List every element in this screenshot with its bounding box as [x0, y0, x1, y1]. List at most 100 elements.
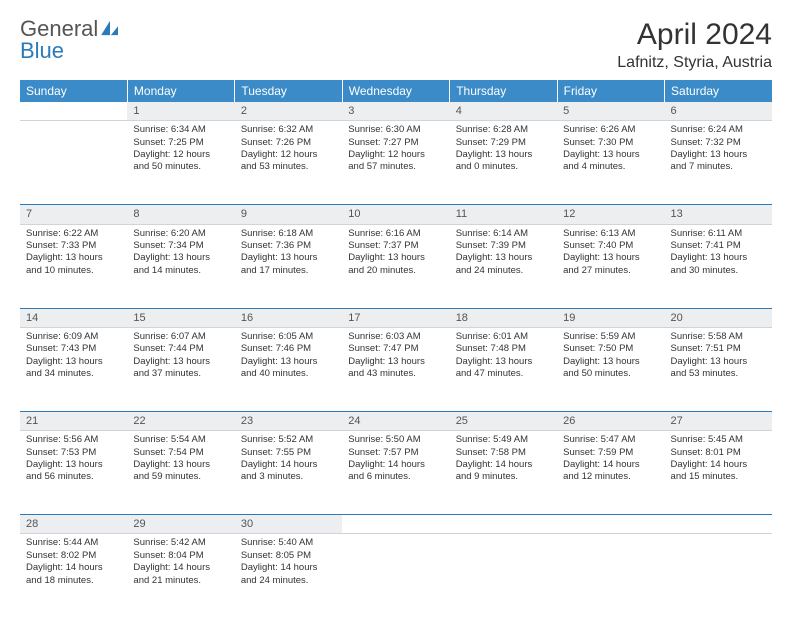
day-cell: Sunrise: 5:49 AMSunset: 7:58 PMDaylight:… — [450, 431, 557, 515]
calendar-table: Sunday Monday Tuesday Wednesday Thursday… — [20, 80, 772, 618]
day-daylight1: Daylight: 13 hours — [671, 149, 766, 161]
week-number-row: 78910111213 — [20, 205, 772, 224]
day-sunrise: Sunrise: 6:32 AM — [241, 124, 336, 136]
day-sunrise: Sunrise: 5:42 AM — [133, 537, 228, 549]
day-cell: Sunrise: 5:54 AMSunset: 7:54 PMDaylight:… — [127, 431, 234, 515]
day-sunrise: Sunrise: 6:01 AM — [456, 331, 551, 343]
day-daylight1: Daylight: 14 hours — [133, 562, 228, 574]
weekday-header: Sunday — [20, 80, 127, 102]
day-number: 30 — [235, 515, 342, 534]
day-cell: Sunrise: 5:58 AMSunset: 7:51 PMDaylight:… — [665, 327, 772, 411]
day-daylight2: and 10 minutes. — [26, 265, 121, 277]
day-cell: Sunrise: 6:13 AMSunset: 7:40 PMDaylight:… — [557, 224, 664, 308]
day-sunset: Sunset: 7:55 PM — [241, 447, 336, 459]
day-sunset: Sunset: 7:54 PM — [133, 447, 228, 459]
day-number: 9 — [235, 205, 342, 224]
logo-text-2: Blue — [20, 40, 120, 62]
logo-sail-icon — [100, 18, 120, 40]
day-number: 11 — [450, 205, 557, 224]
day-number: 19 — [557, 308, 664, 327]
day-sunrise: Sunrise: 6:13 AM — [563, 228, 658, 240]
day-cell: Sunrise: 6:16 AMSunset: 7:37 PMDaylight:… — [342, 224, 449, 308]
week-number-row: 282930 — [20, 515, 772, 534]
week-content-row: Sunrise: 6:09 AMSunset: 7:43 PMDaylight:… — [20, 327, 772, 411]
day-sunset: Sunset: 7:46 PM — [241, 343, 336, 355]
day-sunset: Sunset: 7:27 PM — [348, 137, 443, 149]
day-cell: Sunrise: 5:47 AMSunset: 7:59 PMDaylight:… — [557, 431, 664, 515]
day-daylight2: and 3 minutes. — [241, 471, 336, 483]
day-sunset: Sunset: 7:25 PM — [133, 137, 228, 149]
day-daylight2: and 12 minutes. — [563, 471, 658, 483]
day-sunrise: Sunrise: 5:58 AM — [671, 331, 766, 343]
day-number: 12 — [557, 205, 664, 224]
day-number: 2 — [235, 102, 342, 121]
day-daylight1: Daylight: 14 hours — [456, 459, 551, 471]
day-number — [557, 515, 664, 534]
day-daylight2: and 59 minutes. — [133, 471, 228, 483]
day-cell: Sunrise: 6:01 AMSunset: 7:48 PMDaylight:… — [450, 327, 557, 411]
day-sunrise: Sunrise: 5:50 AM — [348, 434, 443, 446]
day-sunrise: Sunrise: 6:14 AM — [456, 228, 551, 240]
day-sunset: Sunset: 7:58 PM — [456, 447, 551, 459]
week-content-row: Sunrise: 6:22 AMSunset: 7:33 PMDaylight:… — [20, 224, 772, 308]
day-sunset: Sunset: 8:02 PM — [26, 550, 121, 562]
day-sunrise: Sunrise: 5:44 AM — [26, 537, 121, 549]
day-cell: Sunrise: 6:22 AMSunset: 7:33 PMDaylight:… — [20, 224, 127, 308]
day-number — [450, 515, 557, 534]
day-daylight2: and 14 minutes. — [133, 265, 228, 277]
day-daylight2: and 17 minutes. — [241, 265, 336, 277]
day-cell: Sunrise: 6:32 AMSunset: 7:26 PMDaylight:… — [235, 121, 342, 205]
day-daylight1: Daylight: 13 hours — [348, 252, 443, 264]
weekday-header: Wednesday — [342, 80, 449, 102]
day-daylight2: and 4 minutes. — [563, 161, 658, 173]
day-daylight2: and 53 minutes. — [241, 161, 336, 173]
day-sunset: Sunset: 8:01 PM — [671, 447, 766, 459]
day-number: 24 — [342, 411, 449, 430]
day-cell: Sunrise: 6:24 AMSunset: 7:32 PMDaylight:… — [665, 121, 772, 205]
day-number: 29 — [127, 515, 234, 534]
day-number: 1 — [127, 102, 234, 121]
day-daylight1: Daylight: 13 hours — [563, 356, 658, 368]
day-daylight2: and 6 minutes. — [348, 471, 443, 483]
day-daylight2: and 24 minutes. — [456, 265, 551, 277]
weekday-header: Saturday — [665, 80, 772, 102]
day-sunset: Sunset: 7:51 PM — [671, 343, 766, 355]
day-daylight1: Daylight: 14 hours — [26, 562, 121, 574]
day-number: 14 — [20, 308, 127, 327]
day-daylight2: and 43 minutes. — [348, 368, 443, 380]
day-number: 6 — [665, 102, 772, 121]
day-sunset: Sunset: 7:36 PM — [241, 240, 336, 252]
day-cell: Sunrise: 6:34 AMSunset: 7:25 PMDaylight:… — [127, 121, 234, 205]
day-cell — [450, 534, 557, 618]
week-content-row: Sunrise: 6:34 AMSunset: 7:25 PM Daylight:… — [20, 121, 772, 205]
day-sunrise: Sunrise: 5:40 AM — [241, 537, 336, 549]
day-daylight2: and 27 minutes. — [563, 265, 658, 277]
day-daylight2: and 21 minutes. — [133, 575, 228, 587]
day-sunset: Sunset: 7:57 PM — [348, 447, 443, 459]
day-daylight2: and 40 minutes. — [241, 368, 336, 380]
day-sunset: Sunset: 7:29 PM — [456, 137, 551, 149]
day-cell — [665, 534, 772, 618]
header: GeneralBlue April 2024 Lafnitz, Styria, … — [20, 18, 772, 72]
week-number-row: 21222324252627 — [20, 411, 772, 430]
day-cell: Sunrise: 6:03 AMSunset: 7:47 PMDaylight:… — [342, 327, 449, 411]
day-cell: Sunrise: 6:26 AMSunset: 7:30 PMDaylight:… — [557, 121, 664, 205]
day-daylight2: and 53 minutes. — [671, 368, 766, 380]
day-sunset: Sunset: 7:48 PM — [456, 343, 551, 355]
day-cell: Sunrise: 6:28 AMSunset: 7:29 PMDaylight:… — [450, 121, 557, 205]
day-cell — [342, 534, 449, 618]
day-sunrise: Sunrise: 5:52 AM — [241, 434, 336, 446]
day-sunset: Sunset: 7:53 PM — [26, 447, 121, 459]
day-number: 26 — [557, 411, 664, 430]
week-number-row: 14151617181920 — [20, 308, 772, 327]
day-sunrise: Sunrise: 6:34 AM — [133, 124, 228, 136]
day-number: 25 — [450, 411, 557, 430]
day-daylight2: and 57 minutes. — [348, 161, 443, 173]
day-daylight1: Daylight: 14 hours — [241, 459, 336, 471]
day-sunset: Sunset: 7:32 PM — [671, 137, 766, 149]
day-cell: Sunrise: 6:20 AMSunset: 7:34 PMDaylight:… — [127, 224, 234, 308]
day-number: 13 — [665, 205, 772, 224]
day-sunrise: Sunrise: 6:05 AM — [241, 331, 336, 343]
day-number: 28 — [20, 515, 127, 534]
day-daylight2: and 0 minutes. — [456, 161, 551, 173]
